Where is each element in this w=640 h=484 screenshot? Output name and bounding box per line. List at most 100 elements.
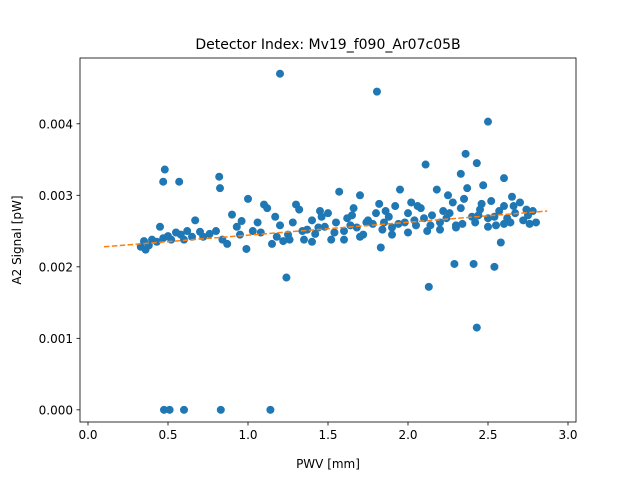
data-point (263, 204, 272, 213)
data-point (522, 205, 531, 214)
data-point (500, 174, 508, 183)
data-point (285, 235, 294, 244)
data-point (180, 405, 188, 414)
data-point (458, 219, 467, 228)
data-point (420, 214, 428, 223)
data-point (508, 192, 516, 201)
x-axis: 0.0 0.5 1.0 1.5 2.0 2.5 3.0 (78, 422, 578, 442)
data-point (216, 405, 225, 414)
x-axis-label: PWV [mm] (296, 457, 360, 471)
data-point (388, 223, 396, 232)
x-tick-label: 2.0 (398, 428, 417, 442)
data-point (484, 222, 492, 231)
data-point (356, 232, 364, 241)
fit-line (103, 210, 548, 248)
data-point (460, 194, 468, 203)
data-point (448, 198, 457, 207)
data-point (205, 229, 214, 238)
data-point (314, 223, 323, 232)
data-point (346, 221, 355, 230)
data-point (450, 259, 459, 268)
data-point (477, 199, 486, 208)
data-point (426, 221, 435, 230)
data-point (396, 185, 404, 194)
x-tick-label: 1.5 (318, 428, 337, 442)
data-point (376, 243, 385, 252)
data-point (266, 405, 275, 414)
x-tick-label: 0.0 (78, 428, 97, 442)
data-point (487, 197, 496, 206)
data-point (519, 216, 528, 225)
data-point (248, 227, 257, 236)
data-point (474, 211, 483, 220)
data-point (340, 227, 348, 236)
y-tick-label: 0.001 (39, 332, 73, 346)
data-point (532, 218, 540, 227)
data-point (381, 207, 390, 216)
data-point (349, 204, 358, 213)
data-point (159, 177, 168, 186)
data-point (456, 204, 465, 213)
data-point (509, 202, 518, 211)
data-point (525, 219, 534, 228)
data-point (413, 202, 422, 211)
data-point (492, 221, 500, 230)
data-point (469, 259, 478, 268)
data-point (332, 218, 340, 227)
data-point (288, 218, 297, 227)
data-point (471, 218, 480, 227)
data-point (317, 212, 326, 221)
data-point (428, 211, 436, 220)
data-point (500, 219, 508, 228)
data-point (175, 177, 184, 186)
data-point (160, 405, 168, 414)
data-point (223, 239, 232, 248)
data-point (215, 172, 224, 181)
data-point (472, 159, 481, 168)
data-point (295, 205, 304, 214)
chart-title: Detector Index: Mv19_f090_Ar07c05B (195, 37, 460, 53)
data-point (368, 219, 377, 228)
data-point (421, 160, 430, 169)
data-point (300, 235, 308, 244)
data-point (404, 228, 412, 237)
data-point (335, 187, 344, 196)
data-point (432, 185, 441, 194)
data-point (228, 210, 236, 219)
data-point (444, 191, 452, 200)
data-point (191, 216, 200, 225)
data-point (394, 219, 403, 228)
data-point (356, 191, 364, 200)
data-point (212, 227, 220, 236)
data-point (362, 218, 371, 227)
x-tick-label: 2.5 (478, 428, 497, 442)
data-point (165, 405, 174, 414)
data-point (391, 202, 400, 211)
data-point (152, 237, 161, 246)
data-point (516, 198, 524, 207)
data-point (463, 184, 472, 193)
data-point (495, 207, 504, 216)
data-point (452, 223, 460, 232)
y-tick-label: 0.004 (39, 117, 73, 131)
data-point (160, 165, 169, 174)
data-point (232, 222, 241, 231)
data-point (490, 262, 499, 271)
data-point (282, 273, 291, 282)
data-point (237, 217, 246, 226)
data-point (436, 225, 444, 234)
data-point (279, 237, 288, 246)
data-point (268, 239, 276, 248)
data-point (308, 216, 316, 225)
data-point (404, 209, 412, 218)
data-point (183, 227, 192, 236)
data-point (216, 184, 224, 193)
x-tick-label: 3.0 (558, 428, 577, 442)
x-tick-label: 0.5 (158, 428, 177, 442)
data-point (490, 212, 499, 221)
data-point (424, 282, 433, 291)
data-point (506, 218, 515, 227)
data-point (156, 222, 164, 231)
